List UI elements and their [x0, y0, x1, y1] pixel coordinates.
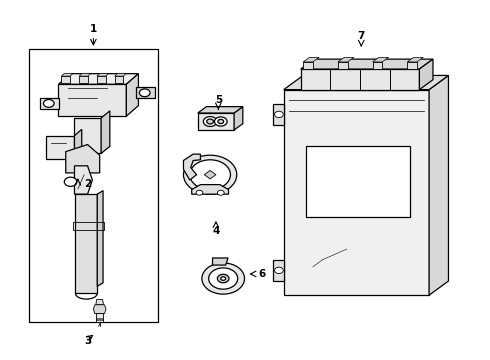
Polygon shape [273, 260, 284, 281]
Polygon shape [372, 57, 389, 62]
Polygon shape [213, 258, 228, 265]
Circle shape [44, 100, 54, 107]
Bar [198, 113, 234, 130]
Circle shape [218, 190, 224, 195]
Polygon shape [234, 107, 243, 130]
Text: 5: 5 [215, 95, 222, 105]
Text: 4: 4 [212, 226, 220, 237]
Bar [75, 194, 97, 293]
Polygon shape [94, 305, 106, 314]
Polygon shape [66, 145, 99, 173]
Circle shape [207, 119, 214, 124]
Circle shape [190, 160, 230, 190]
Circle shape [183, 155, 237, 194]
Circle shape [218, 274, 229, 283]
Circle shape [274, 267, 283, 274]
Polygon shape [97, 191, 103, 286]
Polygon shape [192, 185, 228, 194]
Bar [96, 313, 103, 323]
Bar [97, 76, 106, 82]
Polygon shape [338, 57, 354, 62]
Bar [115, 76, 123, 82]
Bar [40, 98, 59, 109]
Bar [47, 136, 74, 159]
Bar [284, 90, 429, 295]
Polygon shape [115, 73, 126, 76]
Bar [338, 62, 347, 69]
Text: 3: 3 [84, 336, 91, 346]
Polygon shape [101, 111, 110, 153]
Bar [74, 118, 101, 153]
Bar [73, 222, 103, 230]
Polygon shape [97, 73, 109, 76]
Bar [58, 84, 126, 116]
Polygon shape [198, 107, 243, 113]
Bar [303, 62, 313, 69]
Circle shape [196, 190, 203, 195]
Circle shape [215, 117, 227, 126]
Polygon shape [284, 76, 448, 90]
Polygon shape [183, 154, 200, 180]
Polygon shape [301, 59, 433, 69]
Bar [301, 69, 419, 90]
Circle shape [209, 268, 238, 289]
Circle shape [64, 177, 77, 186]
Polygon shape [303, 57, 319, 62]
Bar [136, 87, 155, 99]
Bar [61, 76, 70, 82]
Polygon shape [79, 73, 91, 76]
Polygon shape [126, 74, 138, 116]
Polygon shape [419, 59, 433, 90]
Polygon shape [58, 74, 138, 84]
Circle shape [139, 89, 150, 97]
Text: 1: 1 [90, 24, 97, 34]
Polygon shape [407, 57, 423, 62]
Bar [306, 146, 410, 217]
Circle shape [203, 117, 217, 126]
Bar [79, 76, 88, 82]
Bar [372, 62, 382, 69]
Polygon shape [61, 73, 73, 76]
Text: 2: 2 [84, 179, 91, 189]
Text: 7: 7 [358, 31, 365, 41]
Polygon shape [204, 170, 216, 179]
Circle shape [218, 120, 223, 123]
Text: 6: 6 [258, 269, 266, 279]
Polygon shape [96, 300, 103, 305]
Circle shape [202, 263, 245, 294]
Polygon shape [74, 129, 82, 159]
Polygon shape [429, 76, 448, 295]
Circle shape [221, 277, 225, 280]
Bar [407, 62, 417, 69]
Polygon shape [74, 166, 93, 194]
Polygon shape [273, 104, 284, 125]
Circle shape [274, 111, 283, 118]
Bar [29, 49, 158, 322]
